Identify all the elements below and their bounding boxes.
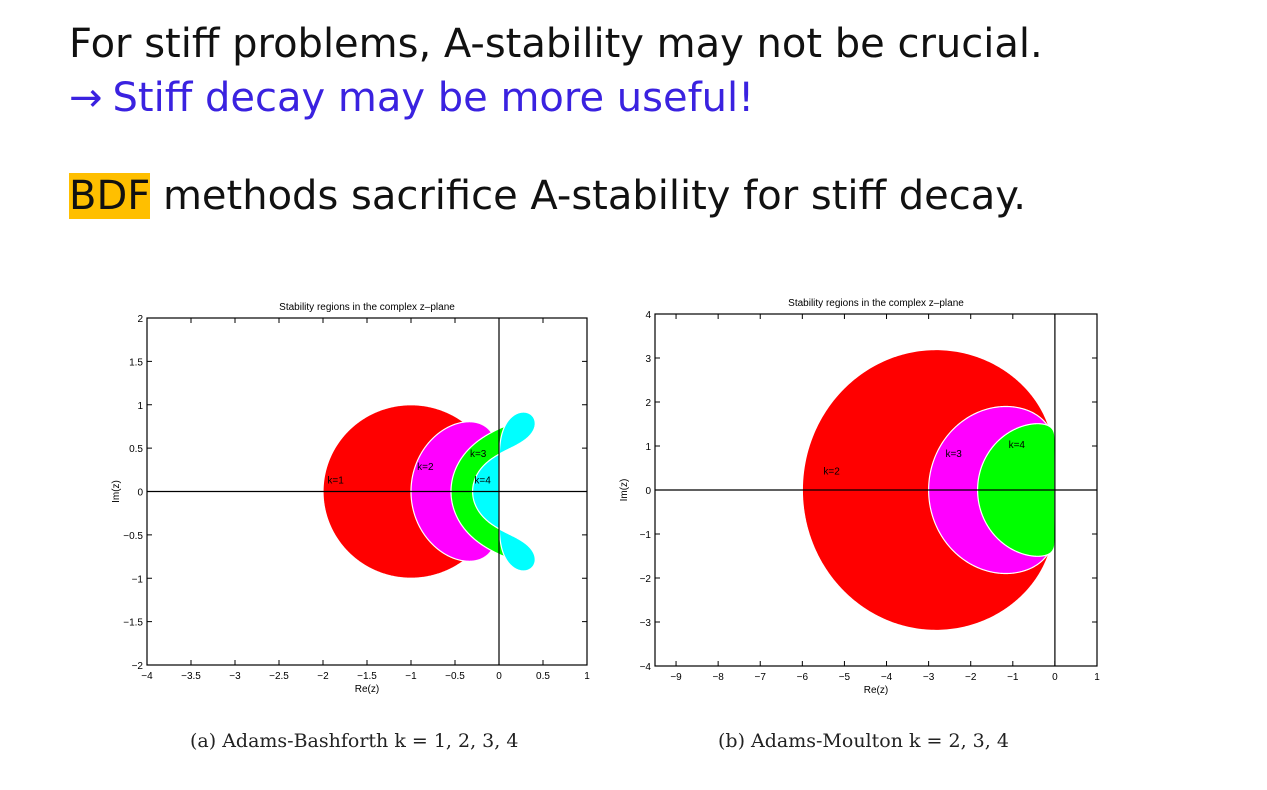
- slide-line-2: → Stiff decay may be more useful!: [69, 74, 754, 122]
- y-tick-label: 0.5: [129, 444, 143, 455]
- caption-b: (b) Adams-Moulton k = 2, 3, 4: [718, 730, 1009, 752]
- x-tick-label: 0.5: [536, 671, 550, 682]
- region-label-k2: k=2: [823, 467, 840, 478]
- x-tick-label: 1: [1094, 672, 1100, 683]
- region-label-k3: k=3: [470, 449, 487, 460]
- x-tick-label: −2: [965, 672, 977, 683]
- y-tick-label: 2: [137, 314, 143, 325]
- region-label-k2: k=2: [417, 462, 434, 473]
- y-tick-label: 4: [645, 310, 651, 321]
- x-tick-label: −4: [881, 672, 893, 683]
- x-tick-label: −8: [712, 672, 724, 683]
- x-tick-label: −0.5: [445, 671, 465, 682]
- x-tick-label: −7: [755, 672, 767, 683]
- y-tick-label: 1: [645, 442, 651, 453]
- x-axis-label: Re(z): [355, 684, 379, 695]
- x-tick-label: −1: [405, 671, 417, 682]
- chart-adams-bashforth: −4 −3.5 −3 −2.5 −2 −1.5 −1 −0.5 0 0.5 1 −2 −1.5 −1 −0.…: [111, 302, 590, 695]
- chart-adams-moulton: −9 −8 −7 −6 −5 −4 −3 −2 −1 0 1 −4 −3 −2 −1 0 1 2 3 4 Stabili…: [619, 298, 1100, 696]
- x-tick-label: −2.5: [269, 671, 289, 682]
- slide-line-3: BDF methods sacrifice A-stability for st…: [69, 172, 1026, 220]
- x-axis-label: Re(z): [864, 685, 888, 696]
- y-tick-label: 2: [645, 398, 651, 409]
- y-tick-label: −1: [640, 530, 652, 541]
- caption-a: (a) Adams-Bashforth k = 1, 2, 3, 4: [190, 730, 519, 752]
- x-tick-label: −3: [229, 671, 241, 682]
- chart-title: Stability regions in the complex z–plane: [788, 298, 964, 309]
- y-tick-label: −4: [640, 662, 652, 673]
- region-label-k4: k=4: [1009, 440, 1026, 451]
- stiff-decay-text: Stiff decay may be more useful!: [112, 75, 755, 121]
- right-arrow-icon: →: [69, 75, 103, 121]
- x-tick-label: −3: [923, 672, 935, 683]
- x-tick-label: −1: [1007, 672, 1019, 683]
- bdf-sentence: methods sacrifice A-stability for stiff …: [150, 173, 1026, 219]
- y-tick-label: −2: [640, 574, 652, 585]
- x-tick-label: −2: [317, 671, 329, 682]
- y-tick-label: 0: [137, 488, 143, 499]
- x-tick-label: 0: [1052, 672, 1058, 683]
- region-label-k3: k=3: [945, 449, 962, 460]
- y-axis-label: Im(z): [619, 479, 630, 502]
- x-tick-label: −6: [797, 672, 809, 683]
- y-tick-label: −1: [132, 574, 144, 585]
- region-label-k4: k=4: [474, 476, 491, 487]
- x-tick-label: −4: [141, 671, 153, 682]
- y-tick-label: −1.5: [123, 618, 143, 629]
- y-tick-label: 0: [645, 486, 651, 497]
- y-tick-label: −3: [640, 618, 652, 629]
- x-tick-label: −1.5: [357, 671, 377, 682]
- y-tick-label: 1.5: [129, 357, 143, 368]
- x-tick-label: −9: [670, 672, 682, 683]
- y-axis-label: Im(z): [111, 480, 122, 503]
- y-tick-label: −0.5: [123, 531, 143, 542]
- y-tick-label: 3: [645, 354, 651, 365]
- x-tick-label: 1: [584, 671, 590, 682]
- chart-title: Stability regions in the complex z–plane: [279, 302, 455, 313]
- x-tick-label: −3.5: [181, 671, 201, 682]
- y-tick-label: 1: [137, 401, 143, 412]
- bdf-highlight: BDF: [69, 173, 151, 219]
- region-label-k1: k=1: [327, 476, 344, 487]
- y-tick-label: −2: [132, 661, 144, 672]
- slide-line-1: For stiff problems, A-stability may not …: [69, 21, 1043, 67]
- x-tick-label: −5: [839, 672, 851, 683]
- x-tick-label: 0: [496, 671, 502, 682]
